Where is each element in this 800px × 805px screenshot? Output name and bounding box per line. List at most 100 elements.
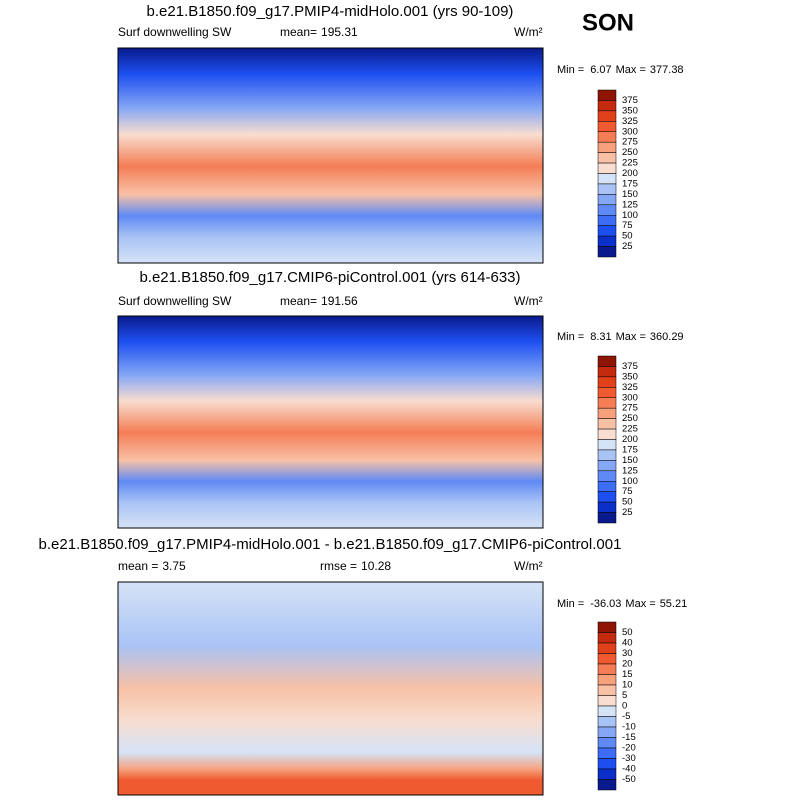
colorbar-box [597,663,617,675]
colorbar-label: 0 [622,701,627,712]
colorbar-label: 225 [622,424,638,435]
colorbar-box [597,225,617,237]
units: W/m² [514,559,543,573]
stat-value: 10.28 [361,559,391,573]
colorbar-box [597,758,617,770]
colorbar-label: 125 [622,199,638,210]
colorbar-label: -15 [622,732,636,743]
stat-value: 191.56 [321,294,358,308]
stat-label: mean= [280,294,317,308]
colorbar-box [597,387,617,398]
colorbar-box [597,501,617,513]
panel-title: b.e21.B1850.f09_g17.PMIP4-midHolo.001 - … [39,536,622,553]
colorbar-label: 75 [622,220,633,231]
colorbar-box [597,684,617,696]
colorbar-box [597,632,617,644]
colorbar-box [597,100,617,112]
colorbar-box [597,695,617,707]
stat-label: mean= [280,25,317,39]
panel-title: b.e21.B1850.f09_g17.CMIP6-piControl.001 … [139,269,520,286]
colorbar-box [597,194,617,206]
field-name: Surf downwelling SW [118,294,232,308]
colorbar-label: 5 [622,690,627,701]
colorbar-box [597,768,617,780]
colorbar-box [597,152,617,164]
colorbar-box [597,439,617,451]
colorbar-box [597,121,617,132]
colorbar-box [597,491,617,503]
colorbar-box [597,407,617,419]
min-value: 8.31 [590,331,611,343]
colorbar-label: 10 [622,680,633,691]
colorbar-box [597,376,617,388]
colorbar-label: 40 [622,638,633,649]
stat: mean = 3.75 [118,559,186,573]
stat-label: rmse = [320,559,357,573]
colorbar-label: 325 [622,116,638,127]
colorbar-box [597,449,617,461]
colorbar-label: 100 [622,476,638,487]
map-frame [117,47,544,264]
panel-title: b.e21.B1850.f09_g17.PMIP4-midHolo.001 (y… [147,3,514,20]
colorbar-label: 50 [622,497,633,508]
colorbar-label: 300 [622,126,638,137]
colorbar-label: 25 [622,241,633,252]
colorbar-box [597,621,617,633]
units: W/m² [514,294,543,308]
colorbar-box [597,653,617,665]
colorbar-box [597,428,617,440]
colorbar-box [597,460,617,472]
max-label: Max = [625,598,655,610]
map-frame [117,581,544,796]
colorbar-label: 275 [622,403,638,414]
colorbar-label: 15 [622,669,633,680]
colorbar-label: 25 [622,507,633,518]
colorbar-label: 300 [622,392,638,403]
colorbar-box [597,779,617,791]
colorbar-label: 350 [622,105,638,116]
colorbar-label: 250 [622,413,638,424]
colorbar-box [597,355,617,367]
map-field [118,582,543,795]
colorbar-label: 200 [622,168,638,179]
colorbar-box [597,89,617,101]
colorbar-label: 75 [622,486,633,497]
colorbar-label: -20 [622,743,636,754]
colorbar-label: 200 [622,434,638,445]
map-frame [117,315,544,529]
stat: mean= 191.56 [280,294,358,308]
colorbar-box [597,674,617,686]
field-name: Surf downwelling SW [118,25,232,39]
stat-label: mean = [118,559,158,573]
colorbar-label: 20 [622,659,633,670]
colorbar-label: -50 [622,774,636,785]
colorbar-box [597,235,617,247]
map-field [118,48,543,263]
colorbar-box [597,747,617,759]
colorbar-label: 125 [622,465,638,476]
colorbar-box [597,726,617,738]
colorbar-label: -30 [622,753,636,764]
stat: mean= 195.31 [280,25,358,39]
colorbar-box [597,110,617,122]
units: W/m² [514,25,543,39]
colorbar-box [597,204,617,216]
colorbar-label: -10 [622,722,636,733]
colorbar-box [597,141,617,153]
max-value: 360.29 [650,331,684,343]
colorbar-label: 275 [622,137,638,148]
min-max: Min = 8.31 Max = 360.29 [557,331,684,343]
max-value: 377.38 [650,64,684,76]
colorbar-box [597,418,617,430]
colorbar-label: 325 [622,382,638,393]
colorbar-box [597,162,617,174]
min-label: Min = [557,598,584,610]
colorbar-label: -40 [622,764,636,775]
colorbar-label: 100 [622,210,638,221]
stat-value: 195.31 [321,25,358,39]
min-label: Min = [557,331,584,343]
stat-value: 3.75 [162,559,186,573]
colorbar-box [597,705,617,717]
min-value: -36.03 [590,598,621,610]
